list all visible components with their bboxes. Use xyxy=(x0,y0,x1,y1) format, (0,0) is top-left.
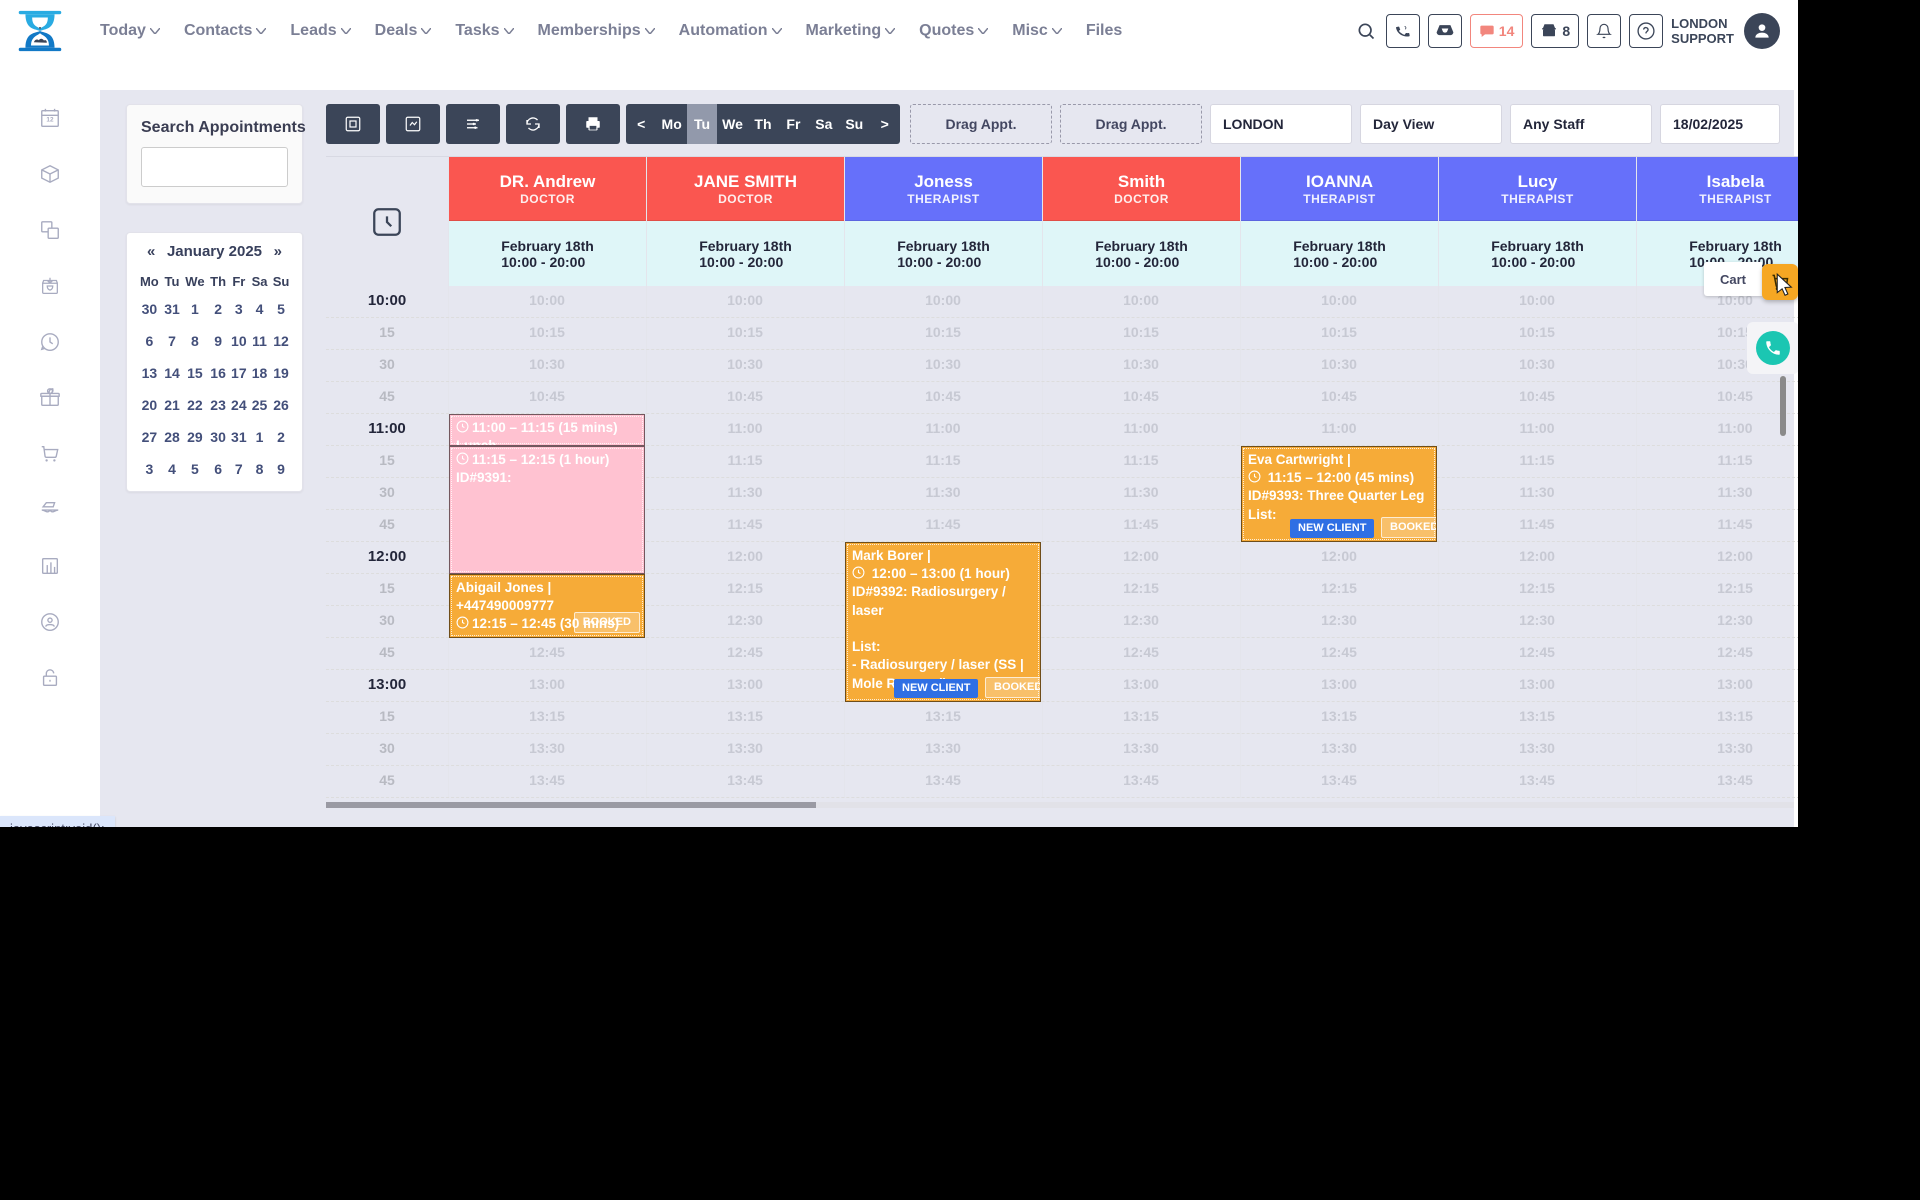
svg-text:12: 12 xyxy=(46,117,54,124)
